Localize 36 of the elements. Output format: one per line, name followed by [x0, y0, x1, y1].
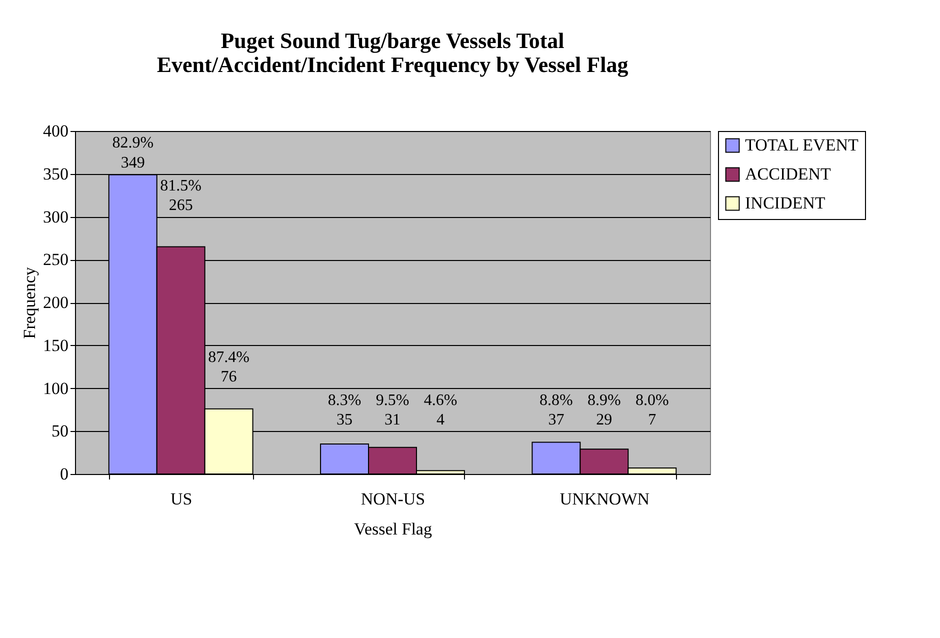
y-tick-label: 0 [60, 464, 68, 484]
annotation: 8.0% [635, 392, 669, 409]
y-tick-label: 100 [43, 378, 68, 398]
legend-label: TOTAL EVENT [745, 136, 859, 154]
data-label: 35 [336, 412, 353, 429]
annotation: 4.6% [424, 392, 458, 409]
y-tick-label: 400 [43, 122, 68, 140]
annotation: 8.8% [540, 392, 573, 409]
annotation: 82.9% [112, 134, 154, 152]
annotation: 87.4% [208, 348, 250, 366]
data-label: 76 [220, 368, 237, 386]
data-label: 37 [548, 412, 564, 429]
x-axis-title: Vessel Flag [354, 520, 432, 538]
data-label: 7 [648, 412, 656, 429]
annotation: 9.5% [376, 392, 410, 409]
annotation: 81.5% [160, 177, 202, 194]
data-label: 4 [436, 412, 444, 429]
y-tick-label: 250 [43, 250, 68, 270]
x-tick-label: UNKNOWN [560, 490, 650, 508]
legend-label: INCIDENT [745, 194, 826, 212]
y-axis-title: Frequency [20, 266, 39, 339]
y-tick-label: 150 [43, 336, 68, 355]
y-tick-label: 350 [43, 164, 68, 184]
chart-title: Puget Sound Tug/barge Vessels Total Event/Accident/Incident Frequency by Vessel Flag [156, 28, 628, 77]
legend-label: ACCIDENT [745, 164, 832, 184]
y-tick-label: 200 [43, 293, 68, 312]
annotation: 8.9% [588, 392, 621, 409]
y-tick-label: 300 [43, 207, 68, 226]
x-tick-label: US [170, 490, 192, 508]
x-tick-label: NON-US [360, 490, 426, 508]
annotation: 8.3% [328, 392, 362, 409]
data-label: 349 [120, 154, 145, 172]
data-label: 31 [384, 412, 400, 429]
y-tick-label: 50 [52, 422, 68, 441]
data-label: 29 [596, 412, 612, 429]
data-label: 265 [168, 197, 193, 214]
